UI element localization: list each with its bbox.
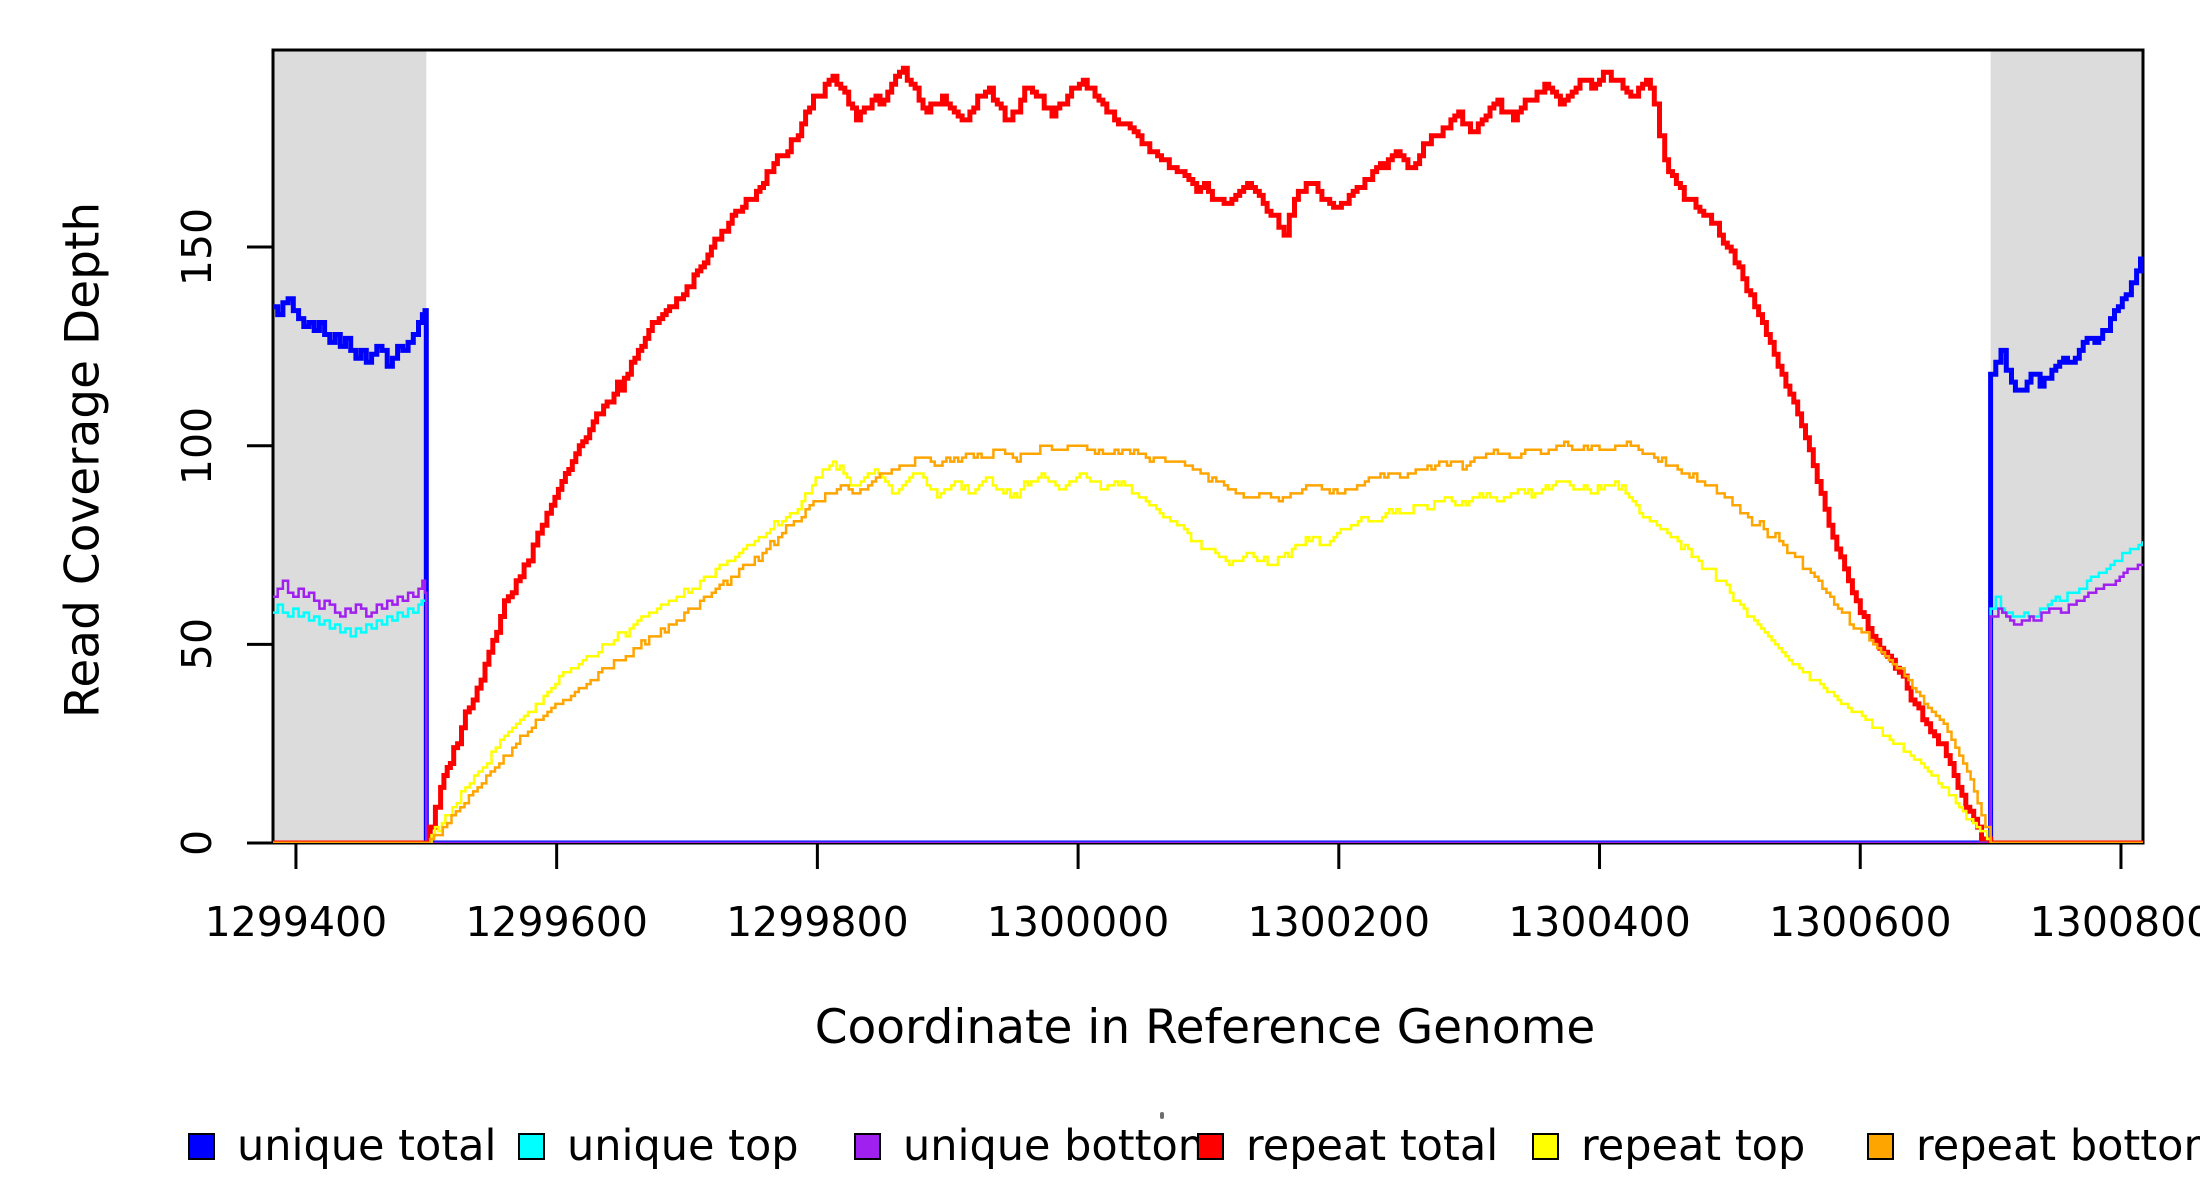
series-unique-bottom xyxy=(273,563,2143,843)
legend-item-unique-bottom: unique bottom xyxy=(854,1121,1220,1171)
y-tick-label: 150 xyxy=(173,207,221,287)
legend-swatch-repeat-top xyxy=(1532,1132,1559,1160)
y-tick-label: 50 xyxy=(173,618,221,671)
y-tick-label: 0 xyxy=(173,829,221,857)
x-tick-label: 1300400 xyxy=(1508,898,1691,946)
x-axis-title: Coordinate in Reference Genome xyxy=(814,1000,1596,1055)
legend-swatch-repeat-total xyxy=(1197,1132,1224,1160)
series-unique-top xyxy=(273,541,2143,843)
series-repeat-total xyxy=(273,65,2143,843)
legend-item-unique-top: unique top xyxy=(518,1121,799,1171)
legend-swatch-unique-bottom xyxy=(854,1132,881,1160)
legend-label: repeat total xyxy=(1246,1121,1499,1171)
plot-box xyxy=(271,48,2145,845)
legend-item-unique-total: unique total xyxy=(188,1121,496,1171)
shaded-region xyxy=(1990,50,2143,843)
y-tick-label: 100 xyxy=(173,406,221,485)
legend-swatch-unique-total xyxy=(188,1132,215,1160)
x-tick-label: 1300200 xyxy=(1247,898,1431,946)
legend-item-repeat-total: repeat total xyxy=(1197,1121,1498,1171)
x-tick-label: 1299800 xyxy=(726,898,909,946)
x-tick-label: 1300800 xyxy=(2029,898,2200,946)
legend-label: repeat top xyxy=(1581,1121,1806,1171)
stray-mark xyxy=(1160,1112,1164,1119)
x-tick-label: 1300000 xyxy=(986,898,1170,946)
x-tick-label: 1299400 xyxy=(204,898,388,946)
shaded-region xyxy=(273,50,427,843)
legend-item-repeat-top: repeat top xyxy=(1532,1121,1805,1171)
legend-label: unique bottom xyxy=(903,1121,1220,1171)
legend-label: unique total xyxy=(237,1121,497,1171)
x-tick-label: 1300600 xyxy=(1768,898,1952,946)
legend-label: unique top xyxy=(567,1121,799,1171)
legend-swatch-repeat-bottom xyxy=(1867,1132,1894,1160)
y-axis-title: Read Coverage Depth xyxy=(55,201,111,719)
legend-item-repeat-bottom: repeat bottom xyxy=(1867,1121,2200,1171)
series-repeat-bottom xyxy=(273,440,2143,843)
x-tick-label: 1299600 xyxy=(465,898,648,946)
legend-swatch-unique-top xyxy=(518,1132,545,1160)
legend-label: repeat bottom xyxy=(1916,1121,2200,1171)
series-layer xyxy=(273,65,2143,843)
series-repeat-top xyxy=(273,460,2143,843)
series-unique-total xyxy=(273,256,2143,843)
